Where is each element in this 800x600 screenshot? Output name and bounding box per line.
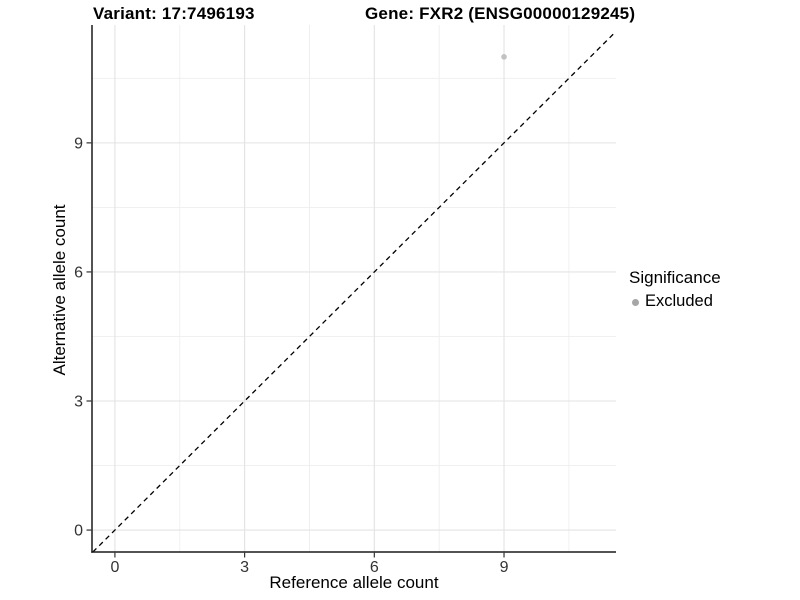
x-axis-label: Reference allele count bbox=[269, 573, 439, 592]
plot-title-variant: Variant: 17:7496193 bbox=[93, 4, 255, 23]
legend-title: Significance bbox=[629, 268, 721, 287]
y-axis-label: Alternative allele count bbox=[50, 204, 69, 376]
legend: Significance Excluded bbox=[629, 268, 721, 311]
legend-item-label: Excluded bbox=[645, 292, 713, 310]
y-tick-label: 0 bbox=[74, 523, 83, 540]
y-tick-label: 9 bbox=[74, 135, 83, 152]
x-tick-label: 3 bbox=[240, 559, 249, 576]
plot-title-gene: Gene: FXR2 (ENSG00000129245) bbox=[365, 4, 636, 23]
legend-item-excluded: Excluded bbox=[629, 292, 721, 311]
identity-dashed-line bbox=[92, 30, 617, 553]
y-tick-label: 3 bbox=[74, 393, 83, 410]
y-tick-label: 6 bbox=[74, 264, 83, 281]
x-tick-label: 6 bbox=[370, 559, 379, 576]
x-tick-label: 0 bbox=[110, 559, 119, 576]
legend-point-icon bbox=[632, 298, 639, 306]
x-tick-label: 9 bbox=[500, 559, 509, 576]
data-point bbox=[501, 54, 507, 60]
